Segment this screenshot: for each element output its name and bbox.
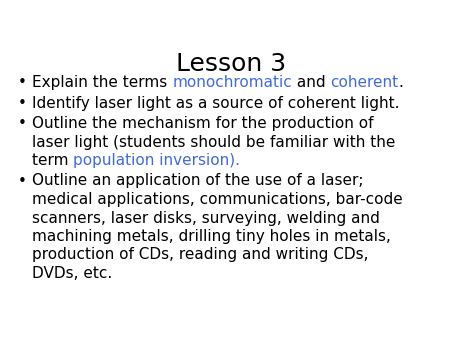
Text: laser light (students should be familiar with the: laser light (students should be familiar… — [32, 135, 396, 149]
Text: Identify laser light as a source of coherent light.: Identify laser light as a source of cohe… — [32, 96, 400, 111]
Text: Outline an application of the use of a laser;: Outline an application of the use of a l… — [32, 173, 364, 189]
Text: •: • — [18, 96, 27, 111]
Text: term: term — [32, 153, 73, 168]
Text: Explain the terms: Explain the terms — [32, 75, 172, 90]
Text: coherent: coherent — [330, 75, 399, 90]
Text: Lesson 3: Lesson 3 — [176, 52, 286, 76]
Text: •: • — [18, 116, 27, 131]
Text: machining metals, drilling tiny holes in metals,: machining metals, drilling tiny holes in… — [32, 229, 391, 244]
Text: medical applications, communications, bar-code: medical applications, communications, ba… — [32, 192, 403, 207]
Text: .: . — [399, 75, 403, 90]
Text: scanners, laser disks, surveying, welding and: scanners, laser disks, surveying, weldin… — [32, 211, 380, 225]
Text: •: • — [18, 75, 27, 90]
Text: production of CDs, reading and writing CDs,: production of CDs, reading and writing C… — [32, 247, 369, 263]
Text: and: and — [292, 75, 330, 90]
Text: •: • — [18, 173, 27, 189]
Text: population inversion).: population inversion). — [73, 153, 240, 168]
Text: DVDs, etc.: DVDs, etc. — [32, 266, 112, 281]
Text: monochromatic: monochromatic — [172, 75, 292, 90]
Text: Outline the mechanism for the production of: Outline the mechanism for the production… — [32, 116, 374, 131]
